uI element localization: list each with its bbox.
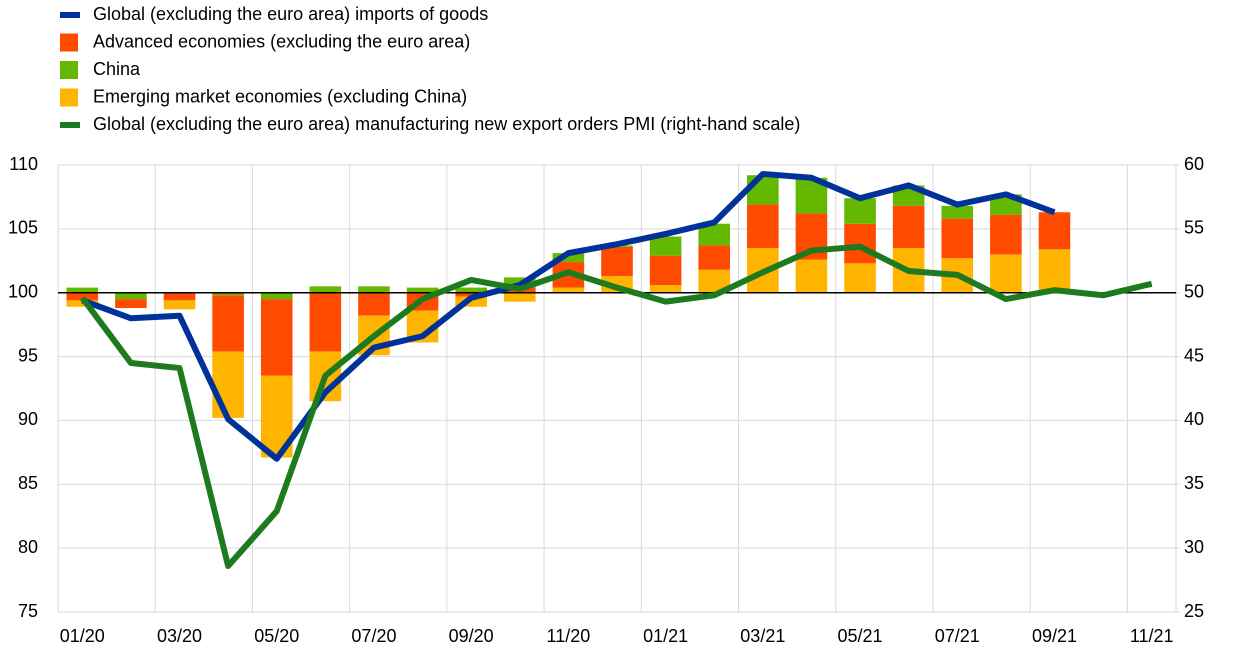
y2-tick-label: 30 [1184,537,1204,557]
y-tick-label: 90 [18,409,38,429]
bar-segment [212,292,244,296]
x-tick-label: 11/21 [1130,626,1174,646]
legend-swatch [60,88,78,107]
bar-segment [552,253,585,263]
line-series [81,170,1056,462]
x-tick-label: 05/21 [838,626,883,646]
bar-segment [358,292,390,316]
bar-segment [309,286,342,293]
y2-tick-label: 55 [1184,218,1204,238]
bar-segment [649,255,682,286]
bar-segment [260,299,293,376]
bar-segment [892,205,925,249]
bar-segment [649,236,682,256]
x-tick-label: 03/21 [740,626,785,646]
bar-segment [698,269,731,293]
x-tick-label: 01/20 [60,626,105,646]
x-tick-label: 11/20 [547,626,591,646]
y-tick-label: 75 [18,601,38,621]
y2-tick-label: 35 [1184,473,1204,493]
y-tick-label: 85 [18,473,38,493]
bar-segment [990,254,1022,293]
bar-segment [990,214,1022,255]
bar-segment [747,175,779,205]
legend-label: Advanced economies (excluding the euro a… [93,31,470,51]
bar-segment [309,292,342,352]
y-tick-label: 105 [8,218,38,238]
y2-tick-label: 60 [1184,154,1204,174]
legend-label: China [93,59,141,79]
bar-segment [455,287,487,293]
bar-segment [601,246,633,277]
bar-segment [1038,212,1071,250]
bar-segment [844,198,876,224]
bar-segment [163,292,196,301]
x-tick-label: 03/20 [157,626,202,646]
y2-tick-label: 40 [1184,409,1204,429]
bar-segment [212,351,244,418]
x-tick-label: 07/21 [935,626,980,646]
bar-segment [941,205,974,219]
y-tick-label: 100 [8,281,38,301]
y2-tick-label: 25 [1184,601,1204,621]
y-tick-label: 110 [9,154,38,174]
bar-segment [503,292,536,302]
bar-segment [115,299,147,309]
bar-segment [406,287,439,293]
y2-tick-label: 45 [1184,345,1204,365]
bar-segment [844,263,876,293]
bar-segment [649,285,682,293]
bar-segment [212,295,244,352]
bar-segment [455,292,487,297]
bar-segment [260,292,293,300]
x-tick-label: 07/20 [351,626,396,646]
bar-segment [358,286,390,293]
y2-tick-label: 50 [1184,281,1204,301]
bar-segment [66,292,99,301]
line-series [79,243,1153,570]
x-tick-label: 09/20 [449,626,494,646]
bar-segment [115,292,147,300]
legend-label: Global (excluding the euro area) imports… [93,4,488,24]
x-tick-label: 05/20 [254,626,299,646]
bar-segment [552,287,585,293]
legend-swatch [60,33,78,52]
y-tick-label: 80 [18,537,38,557]
bar-segment [698,245,731,270]
y-tick-label: 95 [18,345,38,365]
bar-segment [747,204,779,249]
bar-segment [844,223,876,264]
bar-segment [66,287,99,293]
legend-label: Global (excluding the euro area) manufac… [93,114,800,134]
x-tick-label: 09/21 [1032,626,1077,646]
bar-segment [1038,249,1071,293]
legend-swatch [60,61,78,79]
bar-segment [455,296,487,307]
bar-segment [941,218,974,259]
x-tick-label: 01/21 [643,626,688,646]
bar-segment [163,300,196,310]
bar-segment [698,223,731,246]
legend-label: Emerging market economies (excluding Chi… [93,86,467,106]
bar-segment [795,259,828,293]
